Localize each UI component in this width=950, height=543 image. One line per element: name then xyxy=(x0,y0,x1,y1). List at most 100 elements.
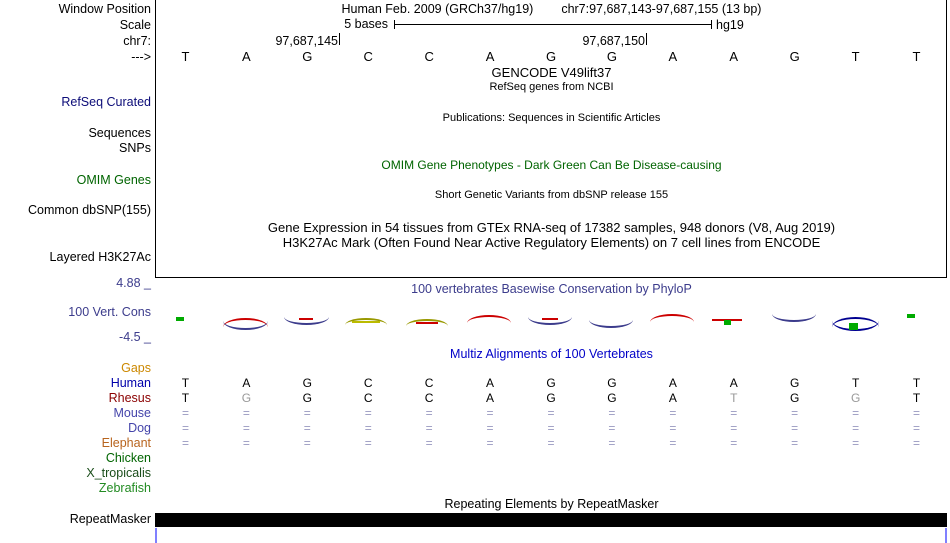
corner-mark-right xyxy=(945,528,947,543)
track-border-right xyxy=(946,0,947,278)
alignment-base: C xyxy=(424,391,434,405)
conservation-mark xyxy=(223,318,268,327)
conservation-mark xyxy=(284,317,329,325)
conservation-min-label: -4.5 _ xyxy=(119,330,151,344)
alignment-equals: = xyxy=(303,421,311,435)
alignment-equals: = xyxy=(913,406,921,420)
species-label-human[interactable]: Human xyxy=(110,376,151,390)
species-label-mouse[interactable]: Mouse xyxy=(113,406,151,420)
conservation-mark xyxy=(849,323,858,330)
position-title: chr7:97,687,143-97,687,155 (13 bp) xyxy=(561,2,762,16)
alignment-equals: = xyxy=(730,436,738,450)
alignment-equals: = xyxy=(852,421,860,435)
ruler-coordinate-left: 97,687,145 xyxy=(275,34,338,48)
track-center-h3k27ac[interactable]: H3K27Ac Mark (Often Found Near Active Re… xyxy=(282,235,821,250)
alignment-equals: = xyxy=(791,436,799,450)
track-label-layered-h3k27ac[interactable]: Layered H3K27Ac xyxy=(49,250,151,264)
track-center-dbsnp[interactable]: Short Genetic Variants from dbSNP releas… xyxy=(434,189,669,201)
ruler-label-scale: Scale xyxy=(119,18,151,32)
sequence-base: A xyxy=(242,49,251,64)
alignment-equals: = xyxy=(364,436,372,450)
ruler-label-chrom: chr7: xyxy=(123,34,151,48)
sequence-base: A xyxy=(729,49,739,64)
track-center-repeatmasker[interactable]: Repeating Elements by RepeatMasker xyxy=(444,497,659,511)
alignment-base: A xyxy=(729,376,738,390)
species-label-elephant[interactable]: Elephant xyxy=(101,436,151,450)
alignment-base: G xyxy=(546,376,556,390)
conservation-max-label: 4.88 _ xyxy=(116,276,151,290)
track-center-refseq[interactable]: RefSeq genes from NCBI xyxy=(489,81,614,93)
track-label-sequences[interactable]: Sequences xyxy=(88,126,151,140)
scale-bar xyxy=(394,20,712,29)
alignment-base: G xyxy=(790,376,800,390)
track-label-common-dbsnp[interactable]: Common dbSNP(155) xyxy=(28,203,151,217)
alignment-equals: = xyxy=(791,406,799,420)
sequence-base: T xyxy=(912,49,921,64)
sequence-base: C xyxy=(424,49,434,64)
alignment-base: A xyxy=(486,376,495,390)
track-center-multiz[interactable]: Multiz Alignments of 100 Vertebrates xyxy=(450,347,653,361)
alignment-base: C xyxy=(424,376,434,390)
conservation-mark xyxy=(345,318,387,325)
alignment-equals: = xyxy=(669,436,677,450)
species-label-dog[interactable]: Dog xyxy=(128,421,151,435)
sequence-base: A xyxy=(668,49,678,64)
species-label-gaps[interactable]: Gaps xyxy=(121,361,151,375)
alignment-base: T xyxy=(730,391,738,405)
alignment-equals: = xyxy=(486,406,494,420)
track-border-left xyxy=(155,0,156,278)
alignment-base: A xyxy=(668,391,677,405)
track-label-repeatmasker[interactable]: RepeatMasker xyxy=(69,512,151,526)
alignment-equals: = xyxy=(181,436,189,450)
sequence-base: G xyxy=(606,49,617,64)
track-center-omim[interactable]: OMIM Gene Phenotypes - Dark Green Can Be… xyxy=(381,158,722,172)
species-label-chicken[interactable]: Chicken xyxy=(105,451,151,465)
species-label-x-tropicalis[interactable]: X_tropicalis xyxy=(86,466,151,480)
track-center-gtex[interactable]: Gene Expression in 54 tissues from GTEx … xyxy=(267,220,836,235)
conservation-mark xyxy=(589,320,633,328)
alignment-equals: = xyxy=(852,436,860,450)
conservation-mark xyxy=(299,318,313,320)
track-label-snps[interactable]: SNPs xyxy=(119,141,151,155)
alignment-equals: = xyxy=(303,406,311,420)
conservation-mark xyxy=(542,318,558,320)
alignment-equals: = xyxy=(486,436,494,450)
alignment-base: G xyxy=(546,391,556,405)
alignment-equals: = xyxy=(791,421,799,435)
track-label-100-vert-cons[interactable]: 100 Vert. Cons xyxy=(68,305,151,319)
alignment-equals: = xyxy=(730,406,738,420)
ruler-coordinate-right: 97,687,150 xyxy=(582,34,645,48)
track-center-phylop[interactable]: 100 vertebrates Basewise Conservation by… xyxy=(411,282,692,296)
ruler-label-window-position: Window Position xyxy=(58,2,151,16)
repeatmasker-element[interactable] xyxy=(155,513,947,527)
alignment-base: C xyxy=(363,391,373,405)
sequence-base: T xyxy=(851,49,860,64)
alignment-base: G xyxy=(302,391,312,405)
conservation-mark xyxy=(223,321,268,330)
track-label-refseq-curated[interactable]: RefSeq Curated xyxy=(61,95,151,109)
alignment-equals: = xyxy=(730,421,738,435)
corner-mark-left xyxy=(155,528,157,543)
alignment-base: G xyxy=(790,391,800,405)
conservation-mark xyxy=(176,317,184,321)
track-center-gencode[interactable]: GENCODE V49lift37 xyxy=(491,65,612,80)
sequence-base: T xyxy=(181,49,190,64)
alignment-base: A xyxy=(486,391,495,405)
alignment-base: T xyxy=(912,376,921,390)
track-separator xyxy=(155,277,947,278)
track-center-publications[interactable]: Publications: Sequences in Scientific Ar… xyxy=(442,112,661,124)
alignment-equals: = xyxy=(181,406,189,420)
alignment-equals: = xyxy=(547,436,555,450)
species-label-rhesus[interactable]: Rhesus xyxy=(108,391,151,405)
track-label-omim-genes[interactable]: OMIM Genes xyxy=(76,173,151,187)
alignment-equals: = xyxy=(181,421,189,435)
alignment-equals: = xyxy=(547,421,555,435)
conservation-mark xyxy=(528,317,572,325)
conservation-mark xyxy=(352,321,380,323)
strand-arrow-label: ---> xyxy=(131,50,151,64)
species-label-zebrafish[interactable]: Zebrafish xyxy=(98,481,151,495)
alignment-equals: = xyxy=(242,436,250,450)
alignment-equals: = xyxy=(242,421,250,435)
